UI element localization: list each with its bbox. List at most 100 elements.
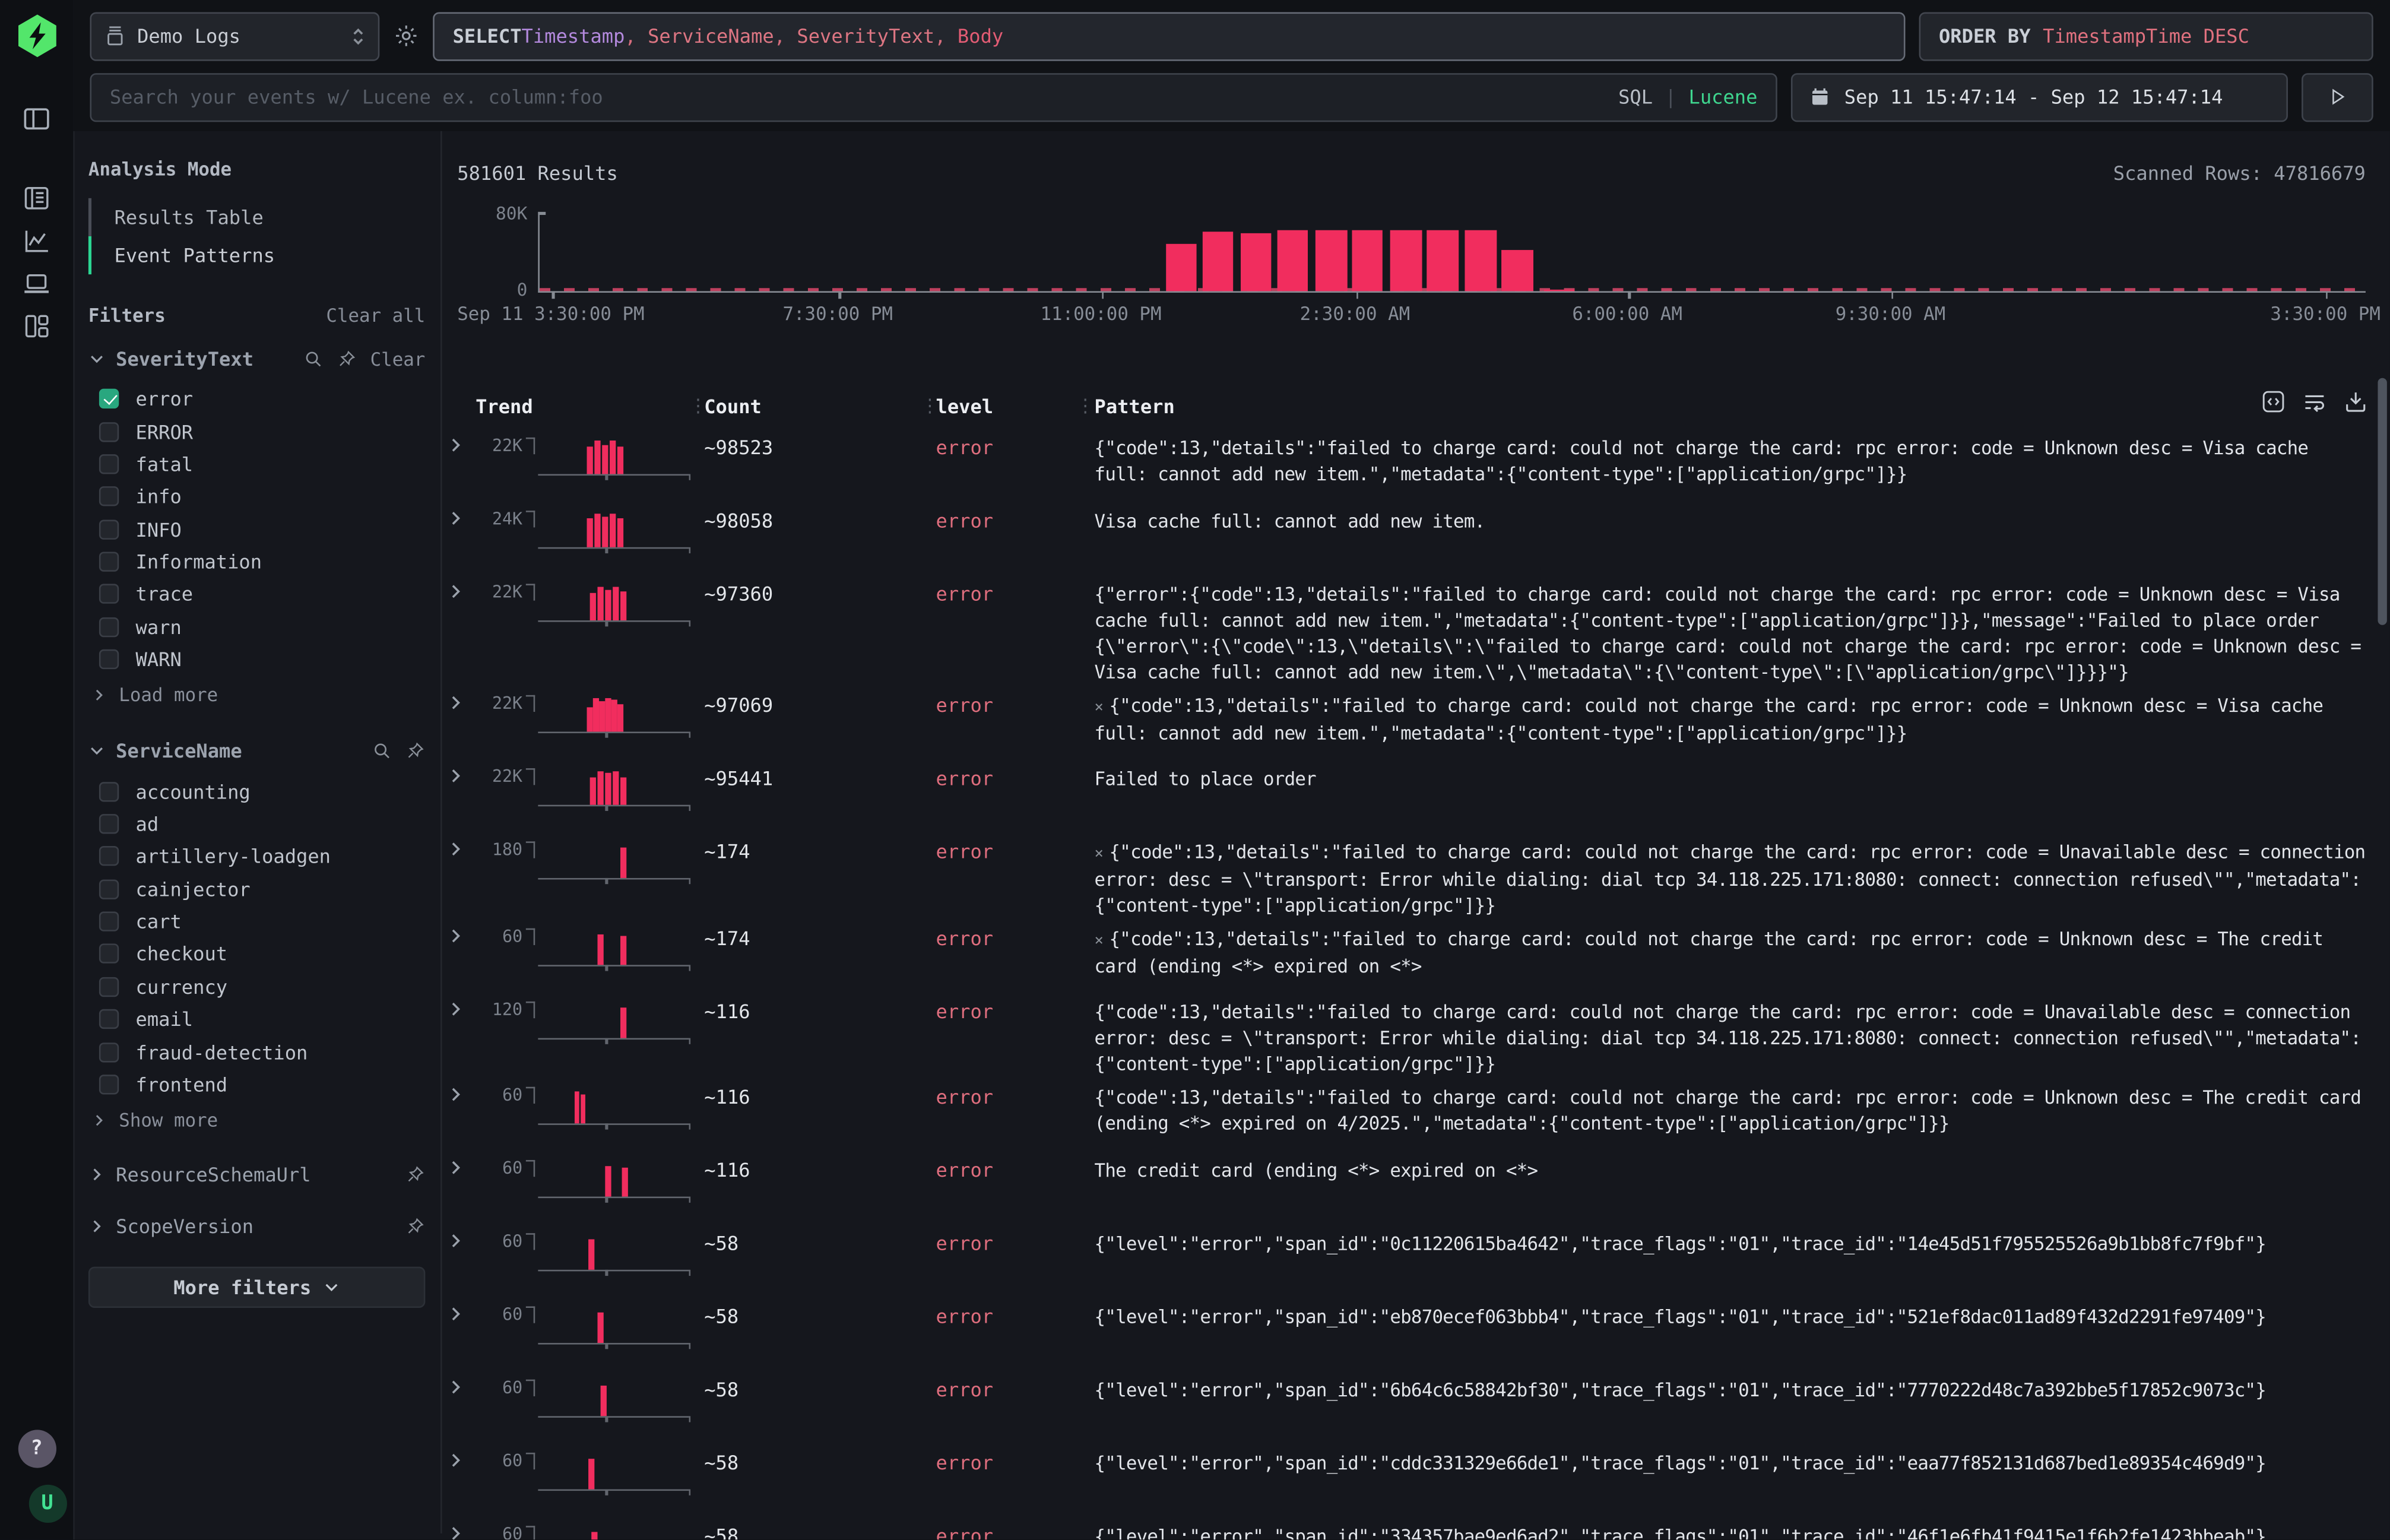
pattern-text[interactable]: {"level":"error","span_id":"6b64c6c58842…: [1095, 1370, 2369, 1443]
col-count[interactable]: Count: [704, 394, 921, 417]
pattern-row[interactable]: 60~116errorThe credit card (ending <*> e…: [442, 1151, 2390, 1224]
expand-row-chevron-icon[interactable]: [442, 1224, 476, 1297]
checkbox[interactable]: [99, 617, 119, 636]
pattern-row[interactable]: 120~116error{"code":13,"details":"failed…: [442, 993, 2390, 1078]
filter-option-accounting[interactable]: accounting: [88, 775, 425, 807]
checkbox[interactable]: [99, 814, 119, 834]
filter-group-severitytext[interactable]: SeverityText: [116, 347, 253, 370]
expand-row-chevron-icon[interactable]: [442, 832, 476, 919]
pattern-text[interactable]: {"level":"error","span_id":"cddc331329e6…: [1095, 1444, 2369, 1517]
histogram-bar[interactable]: [1390, 231, 1421, 291]
checkbox[interactable]: [99, 389, 119, 408]
checkbox[interactable]: [99, 781, 119, 801]
histogram-bar[interactable]: [1352, 230, 1383, 291]
event-search-input[interactable]: Search your events w/ Lucene ex. column:…: [90, 72, 1777, 121]
expand-row-chevron-icon[interactable]: [442, 759, 476, 832]
histogram-bar[interactable]: [1316, 231, 1346, 291]
pattern-text[interactable]: {"level":"error","span_id":"eb870ecef063…: [1095, 1297, 2369, 1370]
pattern-row[interactable]: 24K~98058errorVisa cache full: cannot ad…: [442, 502, 2390, 575]
pattern-text[interactable]: ×{"code":13,"details":"failed to charge …: [1095, 686, 2369, 759]
search-logs-icon[interactable]: [15, 177, 58, 220]
histogram-bar[interactable]: [1502, 251, 1533, 291]
mode-event-patterns[interactable]: Event Patterns: [88, 236, 425, 274]
order-by-input[interactable]: ORDER BY TimestampTime DESC: [1919, 11, 2373, 60]
filter-option-error[interactable]: ERROR: [88, 415, 425, 448]
date-range-picker[interactable]: Sep 11 15:47:14 - Sep 12 15:47:14: [1791, 72, 2288, 121]
results-histogram[interactable]: 80K 0 Sep 11 3:30:00 PM7:30:00 PM11:00:0…: [457, 191, 2366, 349]
expand-row-chevron-icon[interactable]: [442, 1151, 476, 1224]
checkbox[interactable]: [99, 1009, 119, 1029]
col-trend[interactable]: Trend: [476, 394, 689, 417]
code-view-icon[interactable]: [2261, 389, 2287, 415]
pattern-row[interactable]: 60~58error{"level":"error","span_id":"0c…: [442, 1224, 2390, 1297]
filter-option-cart[interactable]: cart: [88, 905, 425, 938]
expand-row-chevron-icon[interactable]: [442, 1297, 476, 1370]
pattern-text[interactable]: {"code":13,"details":"failed to charge c…: [1095, 1078, 2369, 1151]
pattern-text[interactable]: {"error":{"code":13,"details":"failed to…: [1095, 575, 2369, 686]
filter-option-information[interactable]: Information: [88, 546, 425, 578]
column-resize-handle[interactable]: ⋮: [689, 395, 705, 416]
dismiss-x-icon[interactable]: ×: [1095, 933, 1104, 949]
filter-group-resourceschemaurl[interactable]: ResourceSchemaUrl: [88, 1163, 425, 1186]
filter-option-fatal[interactable]: fatal: [88, 448, 425, 480]
pattern-row[interactable]: 60~174error×{"code":13,"details":"failed…: [442, 919, 2390, 992]
histogram-bar[interactable]: [1427, 231, 1458, 291]
checkbox[interactable]: [99, 487, 119, 506]
pattern-text[interactable]: {"code":13,"details":"failed to charge c…: [1095, 993, 2369, 1078]
pattern-row[interactable]: 60~58error{"level":"error","span_id":"eb…: [442, 1297, 2390, 1370]
sql-query-input[interactable]: SELECT Timestamp, ServiceName, SeverityT…: [433, 11, 1905, 60]
expand-row-chevron-icon[interactable]: [442, 1444, 476, 1517]
filter-option-info[interactable]: info: [88, 480, 425, 513]
histogram-bar[interactable]: [1544, 289, 1575, 291]
chevron-down-icon[interactable]: [88, 743, 105, 759]
pattern-row[interactable]: 60~58error{"level":"error","span_id":"33…: [442, 1517, 2390, 1540]
source-selector[interactable]: Demo Logs: [90, 11, 379, 60]
pattern-row[interactable]: 22K~98523error{"code":13,"details":"fail…: [442, 428, 2390, 501]
pin-icon[interactable]: [405, 742, 425, 761]
pattern-text[interactable]: {"level":"error","span_id":"334357bae9ed…: [1095, 1517, 2369, 1540]
download-icon[interactable]: [2343, 389, 2369, 415]
checkbox[interactable]: [99, 519, 119, 539]
checkbox[interactable]: [99, 649, 119, 669]
checkbox[interactable]: [99, 585, 119, 604]
expand-row-chevron-icon[interactable]: [442, 428, 476, 501]
checkbox[interactable]: [99, 454, 119, 474]
filter-option-cainjector[interactable]: cainjector: [88, 873, 425, 905]
pin-icon[interactable]: [405, 1165, 425, 1184]
histogram-bar[interactable]: [1465, 231, 1496, 291]
help-button[interactable]: ?: [18, 1430, 56, 1468]
pattern-text[interactable]: {"code":13,"details":"failed to charge c…: [1095, 428, 2369, 501]
filter-option-fraud-detection[interactable]: fraud-detection: [88, 1035, 425, 1068]
clear-all-button[interactable]: Clear all: [326, 305, 425, 327]
checkbox[interactable]: [99, 977, 119, 996]
wrap-text-icon[interactable]: [2302, 389, 2328, 415]
pattern-text[interactable]: ×{"code":13,"details":"failed to charge …: [1095, 832, 2369, 919]
expand-row-chevron-icon[interactable]: [442, 1517, 476, 1540]
pattern-row[interactable]: 60~58error{"level":"error","span_id":"6b…: [442, 1370, 2390, 1443]
clear-group-button[interactable]: Clear: [370, 348, 426, 370]
checkbox[interactable]: [99, 944, 119, 964]
expand-row-chevron-icon[interactable]: [442, 993, 476, 1078]
histogram-bar[interactable]: [1241, 233, 1272, 291]
pattern-row[interactable]: 60~116error{"code":13,"details":"failed …: [442, 1078, 2390, 1151]
mode-results-table[interactable]: Results Table: [88, 198, 425, 236]
expand-row-chevron-icon[interactable]: [442, 686, 476, 759]
filter-option-currency[interactable]: currency: [88, 971, 425, 1003]
column-resize-handle[interactable]: ⋮: [1076, 395, 1095, 416]
laptop-icon[interactable]: [15, 262, 58, 305]
expand-row-chevron-icon[interactable]: [442, 1078, 476, 1151]
app-logo-icon[interactable]: [14, 14, 58, 58]
show-more-button[interactable]: Show more: [88, 1101, 425, 1134]
dashboard-icon[interactable]: [15, 305, 58, 348]
checkbox[interactable]: [99, 422, 119, 441]
filter-option-artillery-loadgen[interactable]: artillery-loadgen: [88, 840, 425, 873]
filter-option-email[interactable]: email: [88, 1003, 425, 1035]
filter-option-error[interactable]: error: [88, 382, 425, 415]
language-toggle-lucene[interactable]: Lucene: [1688, 85, 1757, 109]
filter-option-trace[interactable]: trace: [88, 578, 425, 611]
dismiss-x-icon[interactable]: ×: [1095, 846, 1104, 863]
language-toggle-sql[interactable]: SQL: [1618, 85, 1653, 109]
pattern-row[interactable]: 180~174error×{"code":13,"details":"faile…: [442, 832, 2390, 919]
filter-option-frontend[interactable]: frontend: [88, 1068, 425, 1101]
histogram-bar[interactable]: [1278, 231, 1308, 291]
